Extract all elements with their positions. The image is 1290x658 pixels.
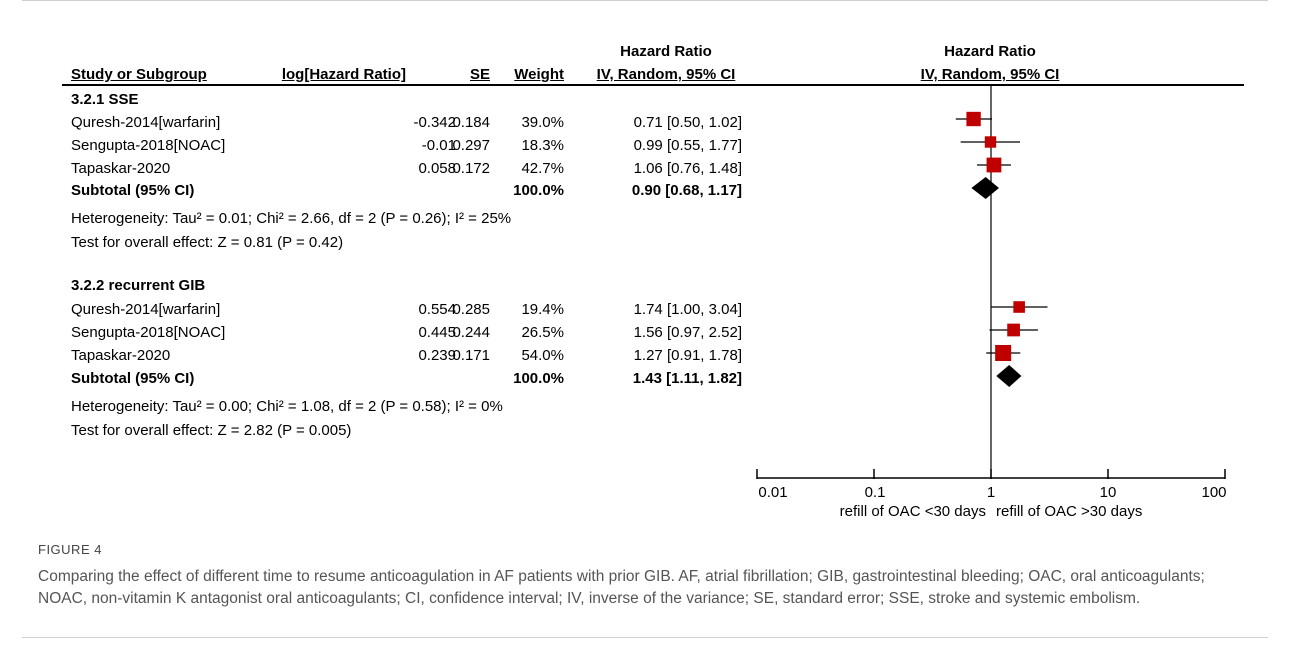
header-study: Study or Subgroup xyxy=(71,66,207,83)
study-point-marker xyxy=(986,157,1002,173)
study-se: 0.184 xyxy=(452,114,490,131)
header-hr-bottom: IV, Random, 95% CI xyxy=(596,66,736,83)
header-rule xyxy=(62,84,1244,86)
study-weight: 26.5% xyxy=(521,324,564,341)
study-name: Tapaskar-2020 xyxy=(71,347,171,364)
study-weight: 19.4% xyxy=(521,301,564,318)
study-ci: 0.71 [0.50, 1.02] xyxy=(633,114,742,131)
study-ci: 1.74 [1.00, 3.04] xyxy=(633,301,742,318)
axis-tick-label: 1 xyxy=(986,484,996,501)
figure-label: FIGURE 4 xyxy=(38,542,102,557)
study-point-marker xyxy=(1013,301,1025,313)
study-name: Quresh-2014[warfarin] xyxy=(71,301,221,318)
header-plot-top: Hazard Ratio xyxy=(944,43,1036,60)
study-loghr: 0.239 xyxy=(418,347,456,364)
axis-tick-label: 10 xyxy=(1099,484,1117,501)
study-ci: 1.27 [0.91, 1.78] xyxy=(633,347,742,364)
header-weight: Weight xyxy=(514,66,564,83)
header-loghr: log[Hazard Ratio] xyxy=(281,66,406,83)
study-loghr: 0.445 xyxy=(418,324,456,341)
subtotal-label: Subtotal (95% CI) xyxy=(71,182,195,199)
figure-frame-bottom xyxy=(22,637,1268,638)
study-loghr: 0.058 xyxy=(418,160,456,177)
study-name: Sengupta-2018[NOAC] xyxy=(71,324,226,341)
subtotal-diamond xyxy=(996,365,1022,387)
header-plot-bottom: IV, Random, 95% CI xyxy=(920,66,1060,83)
forest-marks xyxy=(955,111,1048,387)
subtotal-ci: 1.43 [1.11, 1.82] xyxy=(632,370,742,387)
study-se: 0.244 xyxy=(452,324,490,341)
subtotal-weight: 100.0% xyxy=(513,370,564,387)
axis-tick-label: 100 xyxy=(1201,484,1227,501)
figure-caption: Comparing the effect of different time t… xyxy=(38,568,1205,607)
axis-left-label: refill of OAC <30 days xyxy=(839,503,986,520)
subgroup-title: 3.2.1 SSE xyxy=(71,91,139,108)
study-point-marker xyxy=(984,136,997,148)
axis-right-label: refill of OAC >30 days xyxy=(996,503,1143,520)
study-name: Quresh-2014[warfarin] xyxy=(71,114,221,131)
overall-effect-text: Test for overall effect: Z = 2.82 (P = 0… xyxy=(71,422,352,439)
study-weight: 39.0% xyxy=(521,114,564,131)
axis-tick-label: 0.01 xyxy=(758,484,788,501)
axis-ticks xyxy=(756,469,1226,479)
study-weight: 18.3% xyxy=(521,137,564,154)
study-loghr: -0.342 xyxy=(413,114,456,131)
header-se: SE xyxy=(469,66,490,83)
study-name: Sengupta-2018[NOAC] xyxy=(71,137,226,154)
subtotal-weight: 100.0% xyxy=(513,182,564,199)
header-hr-top: Hazard Ratio xyxy=(620,43,712,60)
study-point-marker xyxy=(966,111,981,127)
study-se: 0.297 xyxy=(452,137,490,154)
study-ci: 1.56 [0.97, 2.52] xyxy=(633,324,742,341)
axis-tick-label: 0.1 xyxy=(864,484,886,501)
study-loghr: 0.554 xyxy=(418,301,456,318)
heterogeneity-text: Heterogeneity: Tau² = 0.00; Chi² = 1.08,… xyxy=(71,398,503,415)
subtotal-label: Subtotal (95% CI) xyxy=(71,370,195,387)
study-se: 0.172 xyxy=(452,160,490,177)
study-point-marker xyxy=(995,345,1012,361)
study-weight: 42.7% xyxy=(521,160,564,177)
study-point-marker xyxy=(1007,323,1020,337)
subtotal-diamond xyxy=(971,177,999,199)
heterogeneity-text: Heterogeneity: Tau² = 0.01; Chi² = 2.66,… xyxy=(71,210,512,227)
study-se: 0.285 xyxy=(452,301,490,318)
figure-frame xyxy=(22,0,1268,641)
subgroup-title: 3.2.2 recurrent GIB xyxy=(71,277,206,294)
study-name: Tapaskar-2020 xyxy=(71,160,171,177)
study-ci: 0.99 [0.55, 1.77] xyxy=(633,137,742,154)
overall-effect-text: Test for overall effect: Z = 0.81 (P = 0… xyxy=(71,234,344,251)
study-ci: 1.06 [0.76, 1.48] xyxy=(633,160,742,177)
study-loghr: -0.01 xyxy=(421,137,456,154)
study-se: 0.171 xyxy=(452,347,490,364)
subtotal-ci: 0.90 [0.68, 1.17] xyxy=(631,182,742,199)
study-weight: 54.0% xyxy=(521,347,564,364)
